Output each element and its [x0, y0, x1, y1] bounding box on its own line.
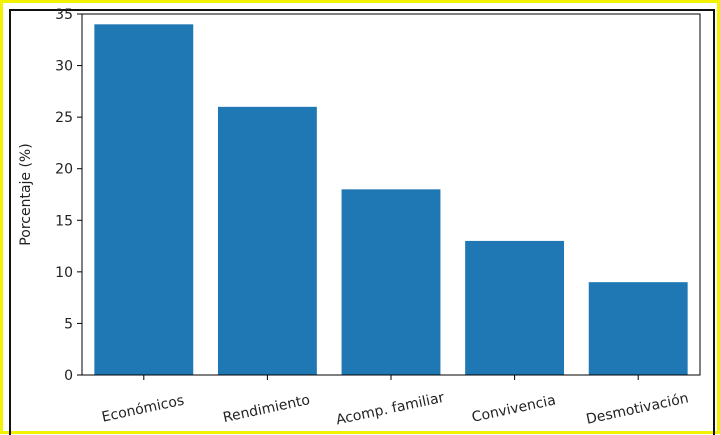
x-tick-label-4: Desmotivación [585, 390, 690, 427]
x-tick-label-2: Acomp. familiar [335, 390, 446, 429]
y-tick-label-2: 10 [55, 265, 73, 281]
y-tick-label-4: 20 [55, 162, 73, 178]
x-tick-label-3: Convivencia [470, 392, 557, 425]
bar-3 [465, 240, 565, 375]
bar-2 [341, 189, 441, 375]
bars-group [94, 24, 688, 376]
axes-box [81, 13, 701, 376]
bar-4 [588, 282, 688, 375]
y-tick-label-5: 25 [55, 110, 73, 126]
x-ticks-group: Económicos Rendimiento Acomp. familiar Conv… [100, 375, 690, 428]
y-tick-label-6: 30 [55, 59, 73, 75]
x-tick-label-1: Rendimiento [222, 392, 312, 426]
y-tick-label-1: 5 [64, 316, 73, 332]
y-tick-label-0: 0 [64, 368, 73, 384]
y-ticks-group: 0 5 10 15 20 25 30 35 [55, 7, 82, 384]
y-tick-label-3: 15 [55, 213, 73, 229]
x-tick-label-0: Económicos [100, 393, 185, 426]
y-axis-label: Porcentaje (%) [18, 143, 34, 245]
y-tick-label-7: 35 [55, 7, 73, 23]
inner-border [9, 9, 715, 435]
bar-1 [217, 106, 317, 375]
bar-0 [94, 24, 194, 376]
